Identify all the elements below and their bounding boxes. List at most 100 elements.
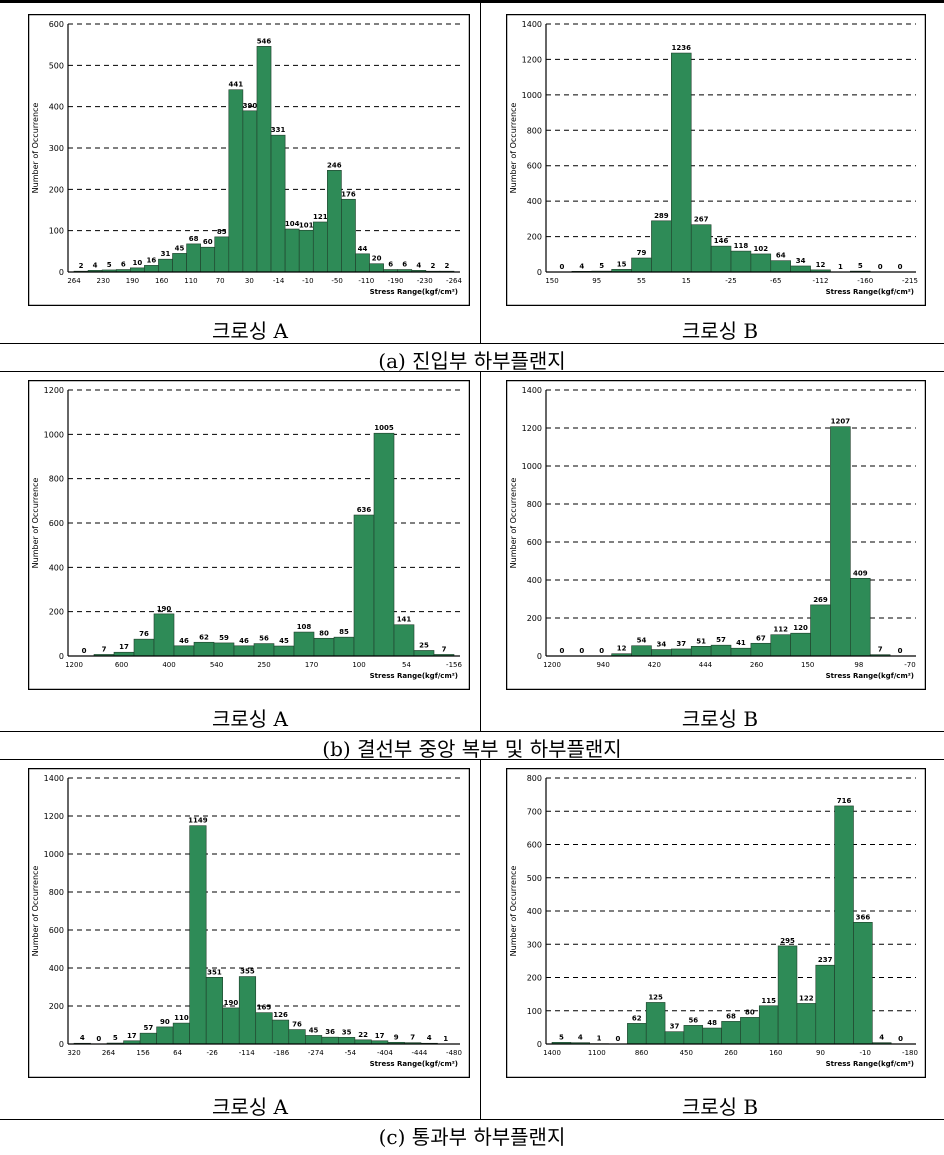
data-label: 80	[745, 1008, 755, 1016]
x-tick-label: 90	[816, 1049, 825, 1057]
y-tick-label: 300	[527, 940, 542, 949]
bar	[369, 263, 384, 273]
data-label: 45	[175, 244, 185, 252]
y-tick-label: 1000	[522, 91, 542, 100]
x-tick-label: -65	[770, 277, 781, 285]
y-tick-label: 1200	[44, 386, 64, 395]
x-tick-label: 98	[854, 661, 863, 669]
data-label: 0	[898, 647, 903, 655]
bar	[156, 1026, 174, 1045]
x-tick-label: -160	[857, 277, 873, 285]
data-label: 20	[372, 255, 382, 263]
data-label: 4	[879, 1034, 884, 1042]
x-tick-label: 400	[162, 661, 175, 669]
bar	[200, 246, 216, 273]
data-label: 176	[341, 190, 356, 198]
data-label: 64	[776, 252, 786, 260]
x-tick-label: 540	[210, 661, 223, 669]
bar	[750, 253, 772, 273]
data-label: 1207	[831, 418, 851, 426]
data-label: 7	[878, 646, 883, 654]
data-label: 0	[560, 647, 565, 655]
y-tick-label: 300	[49, 144, 64, 153]
x-tick-label: 150	[801, 661, 814, 669]
data-label: 17	[375, 1032, 385, 1040]
bar	[830, 426, 851, 657]
data-label: 716	[837, 797, 852, 805]
data-label: 85	[217, 228, 227, 236]
data-label: 68	[726, 1012, 736, 1020]
bar	[273, 645, 295, 657]
data-label: 0	[560, 263, 565, 271]
data-label: 390	[243, 102, 258, 110]
x-tick-label: 160	[769, 1049, 782, 1057]
data-label: 6	[388, 261, 393, 269]
chart-c-crossing-a-svg: Number of Occurrence 0 200 400 600 800 1000 120…	[28, 768, 470, 1078]
data-label: 7	[442, 645, 447, 653]
data-label: 67	[756, 634, 766, 642]
data-label: 331	[271, 126, 286, 134]
bar	[133, 638, 155, 657]
bar	[815, 964, 835, 1045]
bar	[631, 645, 652, 657]
y-axis-label: Number of Occurrence	[509, 103, 518, 194]
chart-c-crossing-b: Number of Occurrence 0 100 200 300 400 500 600 7…	[506, 768, 926, 1078]
y-tick-label: 1200	[522, 424, 542, 433]
bar	[158, 258, 173, 273]
data-label: 0	[898, 1035, 903, 1043]
x-tick-label: -112	[813, 277, 829, 285]
bar	[172, 1022, 190, 1045]
data-label: 46	[179, 637, 189, 645]
chart-frame	[28, 380, 470, 690]
bar	[284, 228, 300, 273]
x-tick-label: -264	[446, 277, 462, 285]
data-label: 4	[416, 261, 421, 269]
x-tick-label: 260	[750, 661, 763, 669]
column-divider-a	[480, 3, 481, 343]
bar	[242, 110, 258, 273]
y-tick-label: 200	[49, 185, 64, 194]
x-tick-label: -190	[388, 277, 404, 285]
section-divider-b	[0, 759, 944, 760]
data-label: 17	[127, 1032, 137, 1040]
y-tick-label: 1000	[44, 430, 64, 439]
bar	[730, 250, 752, 273]
y-tick-label: 0	[537, 268, 542, 277]
data-label: 34	[657, 641, 667, 649]
x-tick-label: 600	[115, 661, 128, 669]
y-tick-label: 600	[527, 841, 542, 850]
data-label: 1	[443, 1035, 448, 1043]
chart-b-crossing-a-svg: Number of Occurrence02004006008001000120…	[28, 380, 470, 690]
y-tick-label: 1000	[522, 462, 542, 471]
y-tick-label: 0	[59, 1040, 64, 1049]
section-caption-c: (c) 통과부 하부플랜지	[378, 1125, 566, 1149]
row-divider-b	[0, 731, 944, 732]
y-tick-label: 400	[527, 197, 542, 206]
data-label: 51	[696, 637, 706, 645]
bar	[213, 642, 235, 657]
y-tick-label: 200	[527, 614, 542, 623]
bar	[205, 977, 223, 1045]
chart-b-crossing-b: Number of Occurrence 0 200 400 600 800 1000 120…	[506, 380, 926, 690]
x-tick-label: 450	[680, 1049, 693, 1057]
x-axis-label: Stress Range(kgf/cm²)	[826, 1060, 914, 1068]
data-label: 190	[224, 999, 239, 1007]
data-label: 125	[648, 993, 663, 1001]
bar	[770, 260, 791, 273]
data-label: 37	[676, 640, 686, 648]
bar	[373, 432, 395, 657]
data-label: 76	[292, 1021, 302, 1029]
data-label: 267	[694, 216, 709, 224]
data-label: 0	[579, 647, 584, 655]
y-tick-label: 0	[59, 268, 64, 277]
data-label: 2	[79, 262, 84, 270]
row-divider-c	[0, 1119, 944, 1120]
y-axis-label: Number of Occurrence	[31, 866, 40, 957]
x-tick-label: 1400	[543, 1049, 561, 1057]
data-label: 295	[780, 937, 795, 945]
data-label: 351	[207, 968, 222, 976]
chart-b-crossing-a: Number of Occurrence 0 200 400 600 800 1000 120…	[28, 380, 470, 690]
y-tick-label: 1000	[44, 850, 64, 859]
data-label: 48	[707, 1019, 717, 1027]
data-label: 636	[357, 506, 372, 514]
